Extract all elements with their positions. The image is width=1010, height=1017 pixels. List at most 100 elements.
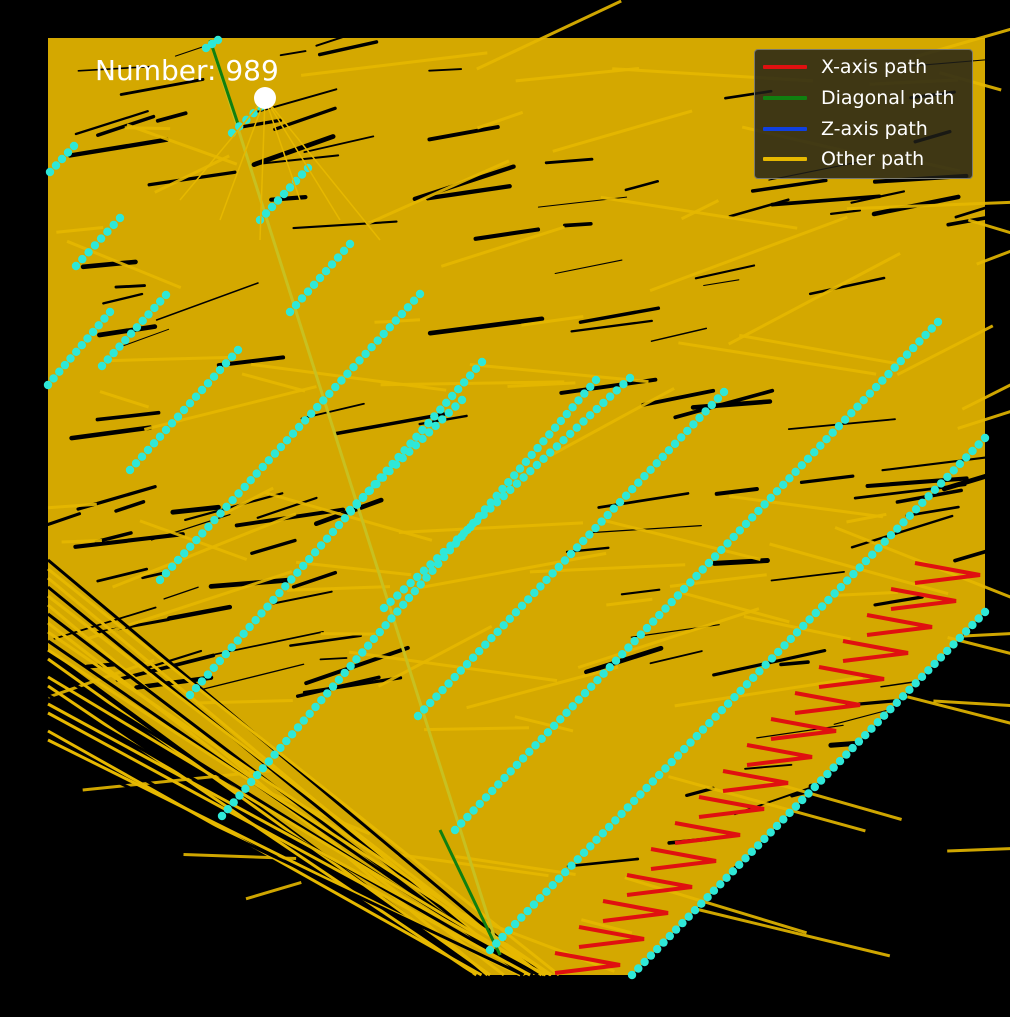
path-point [432,692,441,701]
path-gap [873,595,924,607]
path-point [343,369,352,378]
path-point [450,672,459,682]
path-point [454,385,463,394]
other-path-line [947,636,1010,655]
path-point [816,776,826,785]
path-point [439,547,448,557]
path-point [847,409,856,418]
path-point [419,566,429,575]
other-path-line [947,847,1010,853]
path-point [527,450,536,460]
path-gap [428,68,463,72]
path-gap [208,577,295,589]
path-gap [193,663,305,693]
x-axis-path [842,639,909,663]
path-point [573,855,582,864]
other-path-line [398,521,584,534]
path-point [385,323,394,332]
path-point [621,491,631,500]
path-point [398,454,407,463]
x-axis-path [818,665,885,689]
path-point [144,310,153,319]
path-point [628,485,637,494]
path-point [868,550,877,559]
path-gap [85,662,116,669]
path-gap [147,649,203,669]
fan-path-line [47,567,560,977]
path-point [524,595,533,604]
fan-path-line [47,630,553,977]
path-point [446,541,455,550]
path-point [488,786,497,796]
path-point [450,825,460,835]
current-point-link [264,97,301,201]
path-point [880,537,889,546]
x-axis-path [554,951,621,975]
path-point [391,316,400,325]
other-path-line [743,615,851,641]
path-point [968,620,977,630]
diagonal-path-tail [438,829,502,956]
path-point [321,267,331,276]
path-point [404,593,414,603]
path-gap [319,657,348,661]
x-axis-path [770,717,837,741]
path-gap [114,500,146,513]
path-point [510,471,519,480]
path-point [692,571,701,581]
path-point [352,655,361,664]
fan-path-line [47,747,525,977]
path-gap [427,316,545,336]
path-gap [69,425,153,441]
path-point [612,386,621,395]
path-point [648,777,658,786]
other-path-line [837,590,899,597]
other-path-line [606,597,653,607]
path-point [227,352,237,361]
path-point [150,303,159,313]
path-point [955,633,964,643]
path-point [349,363,358,372]
path-point [536,582,545,591]
path-point [275,588,284,598]
path-point [72,347,81,356]
path-point [936,653,946,662]
path-gap [770,571,845,582]
path-point [617,809,626,819]
path-point [209,663,218,672]
path-point [517,601,527,610]
path-point [707,400,716,410]
path-point [774,647,783,657]
legend-label: Other path [821,148,925,170]
path-gap [624,180,660,192]
other-path-line [680,199,720,221]
path-point [803,454,813,463]
path-point [767,654,777,663]
path-point [918,498,927,507]
other-path-line [695,907,891,958]
path-gap [828,739,873,748]
path-point [472,516,482,526]
path-point [233,345,243,355]
path-point [690,906,700,915]
path-point [504,478,513,487]
path-gap [685,786,715,798]
path-point [634,964,643,973]
legend-item-x-axis: X-axis path [755,55,972,79]
path-point [381,621,390,630]
x-axis-path [626,873,693,897]
path-point [649,617,658,626]
path-point [915,337,924,346]
path-point [138,316,147,325]
path-point [556,715,565,724]
path-gap [694,264,756,280]
path-point [728,867,738,876]
path-point [805,615,814,624]
path-point [161,569,171,578]
path-point [96,234,106,243]
path-gap [292,220,398,230]
path-point [661,604,670,613]
path-point [201,43,211,53]
other-path-line [61,539,102,544]
path-point [246,476,255,485]
